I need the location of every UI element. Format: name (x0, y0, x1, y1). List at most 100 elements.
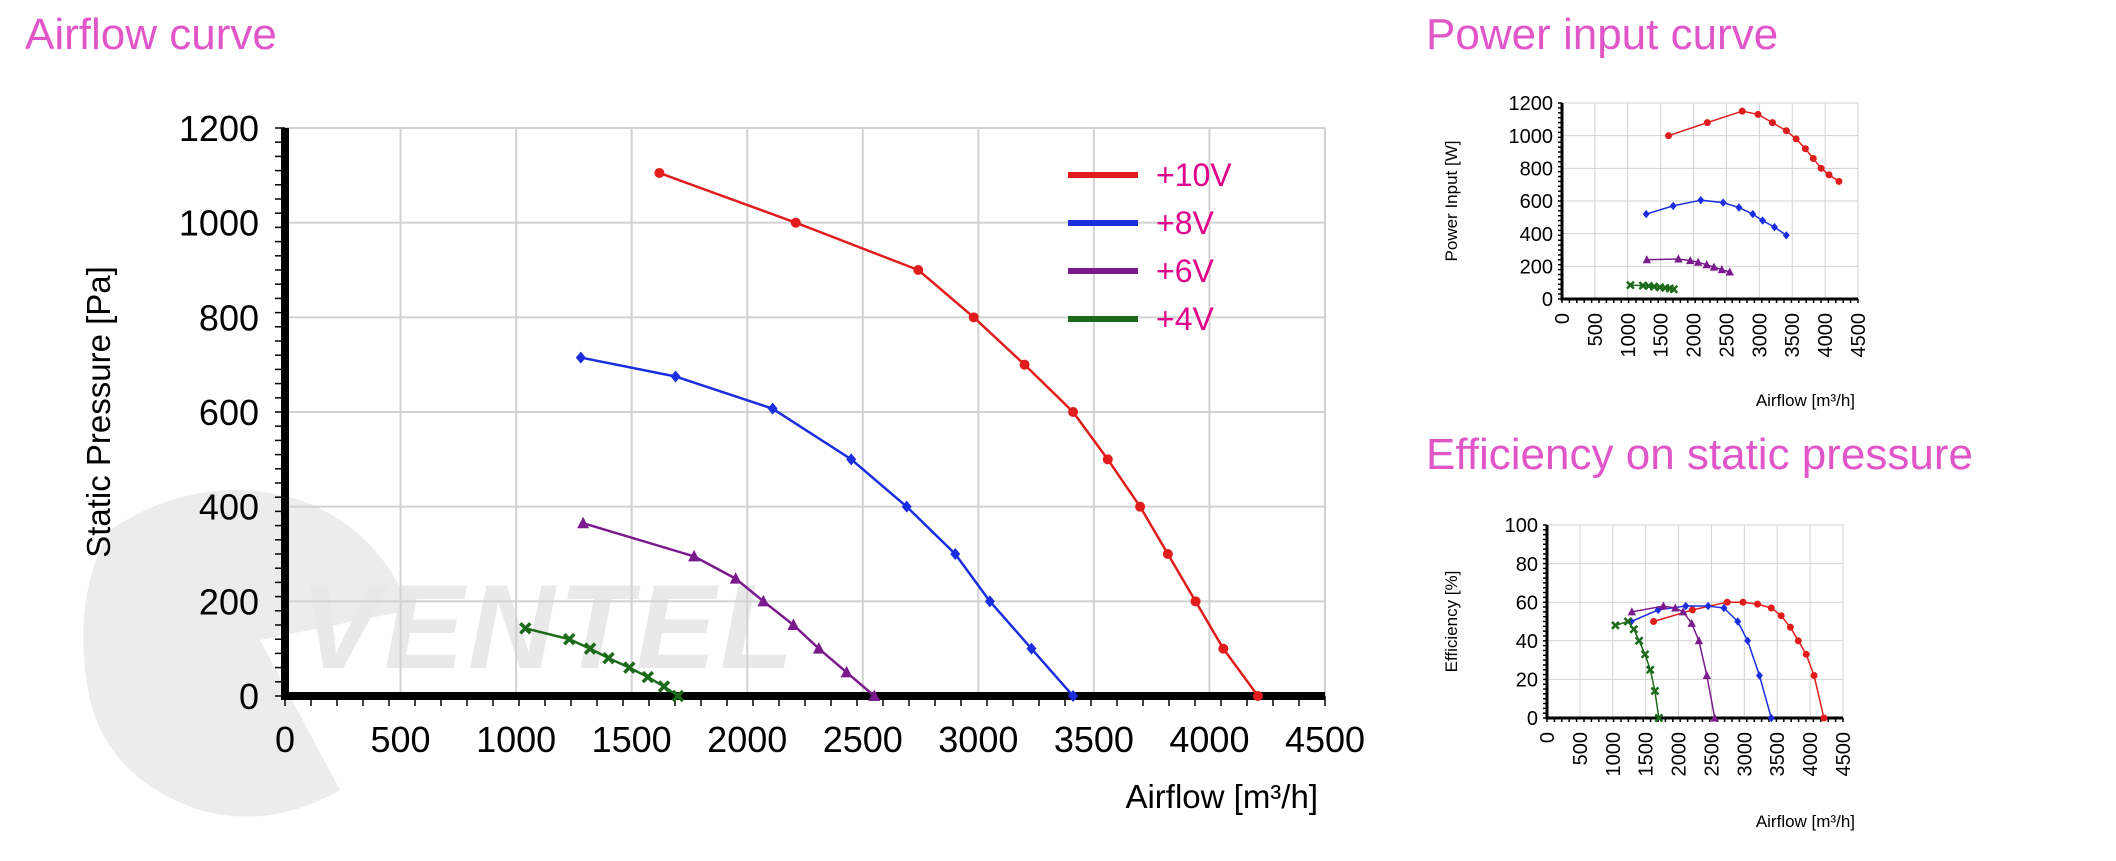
data-point (563, 632, 576, 646)
data-point (1802, 650, 1810, 658)
data-point (1709, 262, 1719, 271)
data-point (1611, 620, 1620, 630)
data-point (1669, 201, 1677, 211)
series-line (658, 171, 1259, 697)
x-tick-label: 1000 (476, 719, 556, 760)
x-tick-label: 500 (1570, 732, 1592, 765)
data-point (1688, 606, 1696, 614)
data-point (950, 548, 961, 560)
data-point (1725, 267, 1734, 276)
y-tick-label: 400 (199, 487, 259, 528)
series-1 (1642, 195, 1790, 240)
data-point (657, 680, 671, 693)
y-tick-label: 80 (1516, 554, 1538, 576)
data-point (1665, 132, 1673, 140)
y-tick-label: 600 (1520, 191, 1553, 213)
data-point (1753, 600, 1761, 608)
data-point (1252, 691, 1263, 701)
data-point (1642, 209, 1650, 219)
legend-label: +4V (1156, 301, 1214, 337)
data-point (868, 689, 881, 701)
data-point (1719, 198, 1727, 207)
y-tick-label: 100 (1505, 515, 1538, 537)
data-point (1710, 713, 1719, 722)
data-point (757, 594, 770, 607)
series-2 (1627, 601, 1719, 722)
series-3 (1626, 280, 1679, 294)
data-point (1694, 636, 1704, 645)
data-point (729, 572, 742, 584)
series-1 (1627, 601, 1775, 723)
data-point (1704, 601, 1712, 611)
series-8Vv (575, 351, 1079, 702)
airflow-chart: 0 200 400 600 800 1000 1200 0 500 1000 1500 2000 250… (80, 108, 1365, 815)
y-tick-label: 1000 (1509, 126, 1554, 148)
data-point (1720, 603, 1728, 613)
data-point (1835, 177, 1843, 185)
x-tick-label: 4500 (1848, 313, 1870, 358)
x-tick-label: 500 (1585, 313, 1607, 346)
x-tick-label: 500 (371, 719, 431, 760)
data-point (1702, 260, 1711, 269)
series-3 (1611, 617, 1664, 723)
data-point (1687, 618, 1696, 627)
x-tick-label: 1500 (592, 719, 672, 760)
series-line (1631, 605, 1716, 719)
y-tick-label: 600 (199, 392, 259, 433)
data-point (1734, 617, 1742, 626)
legend-label: +8V (1156, 205, 1214, 241)
data-point (1820, 714, 1828, 722)
data-point (1782, 231, 1790, 240)
x-axis-title: Airflow [m³/h] (1125, 778, 1318, 815)
data-point (1068, 690, 1079, 702)
data-point (583, 642, 597, 655)
ventel-watermark-logo: VENTEL (83, 490, 793, 817)
data-point (671, 689, 685, 703)
data-point (1817, 164, 1825, 172)
data-point (1801, 145, 1809, 153)
x-axis-title: Airflow [m³/h] (1756, 812, 1855, 831)
data-point (1697, 195, 1705, 205)
x-tick-label: 4500 (1285, 719, 1365, 760)
legend: +10V +8V +6V +4V (1068, 157, 1232, 337)
x-tick-label: 4000 (1815, 313, 1837, 358)
data-point (575, 351, 586, 364)
y-tick-label: 40 (1516, 631, 1538, 653)
x-tick-label: 4500 (1833, 732, 1855, 777)
data-point (812, 642, 825, 654)
axis-ticks (1558, 102, 1859, 303)
legend-label: +10V (1156, 157, 1232, 193)
data-point (1650, 618, 1658, 625)
y-tick-label: 200 (199, 581, 259, 622)
x-tick-label: 3500 (1767, 732, 1789, 777)
legend-label: +6V (1156, 253, 1214, 289)
data-point (968, 312, 979, 323)
series-line (1653, 601, 1825, 719)
data-point (1654, 605, 1662, 615)
data-point (577, 516, 590, 529)
airflow-chart-title: Airflow curve (25, 10, 277, 59)
y-axis-title: Static Pressure [Pa] (80, 266, 117, 558)
data-point (767, 402, 778, 415)
data-point (1623, 617, 1633, 626)
data-point (1777, 612, 1785, 620)
data-point (1723, 598, 1731, 606)
data-point (1190, 596, 1201, 607)
x-tick-label: 1500 (1636, 732, 1658, 777)
series-line (1645, 199, 1787, 236)
y-axis-title: Power Input [W] (1442, 141, 1461, 262)
series-0 (1650, 598, 1828, 722)
data-point (1102, 454, 1113, 465)
x-tick-label: 3500 (1054, 719, 1134, 760)
data-point (1626, 280, 1635, 290)
x-tick-label: 2500 (1701, 732, 1723, 777)
y-tick-label: 400 (1520, 224, 1553, 246)
y-tick-label: 1200 (1509, 93, 1554, 115)
x-tick-label: 2500 (1716, 313, 1738, 358)
x-tick-label: 4000 (1169, 719, 1249, 760)
data-point (1669, 284, 1679, 294)
y-tick-label: 1200 (179, 108, 259, 149)
series-6Vv (577, 516, 881, 701)
x-tick-label: 4000 (1800, 732, 1822, 777)
